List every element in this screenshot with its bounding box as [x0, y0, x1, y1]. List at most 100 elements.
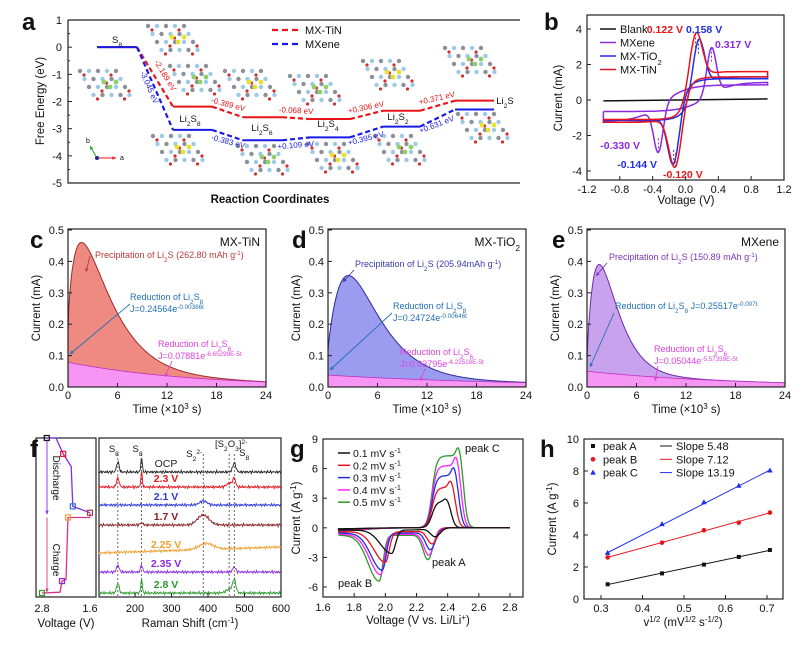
atom — [442, 45, 448, 51]
cv-curve-mx-tin — [602, 31, 769, 169]
y-tick-label: 0.5 — [568, 225, 583, 237]
species-label: S8 — [112, 35, 122, 49]
b-axis-arrow-head — [90, 146, 94, 150]
atom — [332, 141, 338, 147]
panel-label: d — [292, 227, 307, 254]
legend-label: 0.4 mV s-1 — [353, 482, 401, 497]
state-marker — [86, 509, 94, 516]
data-point — [767, 548, 772, 553]
atom — [404, 157, 409, 163]
y-tick-label: -3 — [308, 552, 318, 564]
data-point — [701, 527, 707, 533]
origin-dot — [95, 156, 99, 160]
data-point — [767, 510, 773, 515]
atom — [245, 92, 250, 98]
atom — [163, 23, 169, 29]
energy-step-connector — [281, 116, 311, 121]
li2s8-arrow — [69, 303, 131, 355]
atom — [469, 45, 475, 51]
atom — [176, 79, 182, 85]
y-tick-label: -5 — [52, 178, 62, 190]
li2s8-arrow — [589, 312, 615, 368]
state-marker — [60, 450, 67, 457]
y-tick-label: 2 — [576, 60, 582, 72]
x-tick-label: -0.8 — [610, 184, 629, 196]
atom — [185, 63, 191, 69]
y-tick-label: 0.4 — [309, 256, 324, 268]
y-axis-label: Current (A g-1) — [289, 481, 304, 554]
atom — [217, 84, 221, 88]
panel-title: MX-TiO2 — [474, 235, 520, 253]
atom — [378, 58, 384, 64]
charge-label: Charge — [50, 544, 61, 577]
x-tick-label: 500 — [235, 603, 253, 615]
panel-b: -1.2 -0.8 -0.4 0.0 0.4 0.8 1.2 4 2 0 -2 -4 Voltage (… — [553, 14, 792, 207]
atom — [164, 141, 169, 147]
atom — [177, 47, 182, 53]
atom — [404, 141, 409, 147]
atom — [328, 81, 333, 87]
atom — [172, 23, 178, 29]
x-tick-label: 12 — [421, 390, 433, 402]
y-tick-label: 2 — [573, 562, 579, 574]
x-tick-label: 18 — [210, 390, 222, 402]
atom — [186, 133, 192, 139]
precipitation-arrow-head — [343, 278, 347, 282]
atom — [176, 63, 182, 69]
atom — [231, 84, 237, 90]
sulfur-atom — [390, 74, 396, 80]
atom — [263, 92, 268, 98]
spectrum-label: 2.35 V — [151, 558, 181, 570]
atom — [396, 58, 402, 64]
atom — [319, 165, 324, 171]
atom — [168, 133, 174, 139]
x-tick-label: 2.4 — [440, 602, 455, 614]
atom — [240, 68, 246, 74]
atom — [258, 84, 264, 90]
atom — [346, 149, 351, 155]
atom — [346, 165, 351, 171]
peak-b-label: peak B — [338, 578, 372, 590]
sulfur-atom — [271, 154, 277, 160]
atom — [473, 140, 478, 144]
x-tick-label: 1.6 — [315, 602, 330, 614]
x-tick-label: 2.8 — [34, 603, 49, 615]
sulfur-atom — [466, 56, 472, 62]
atom — [392, 82, 397, 88]
x-tick-label: 24 — [779, 390, 791, 402]
atom — [460, 45, 466, 51]
atom — [451, 45, 457, 51]
state-marker — [43, 434, 50, 442]
y-axis-label: Free Energy (eV) — [35, 57, 47, 145]
x-tick-label: 0.4 — [635, 603, 650, 615]
atom — [227, 76, 232, 82]
peak-a-label: peak A — [432, 557, 466, 569]
atom — [492, 69, 497, 75]
atom — [487, 119, 492, 125]
atom — [244, 159, 250, 165]
sulfur-atom — [478, 56, 484, 62]
atom — [77, 68, 83, 74]
atom — [173, 154, 177, 158]
atom — [505, 135, 510, 141]
sulfur-atom — [479, 122, 485, 128]
atom — [191, 157, 196, 163]
x-tick-label: 1.6 — [82, 603, 97, 615]
atom — [163, 39, 169, 45]
atom — [408, 149, 414, 155]
atom — [474, 69, 479, 75]
molecular-structure-icon — [305, 141, 360, 174]
y-tick-label: 0.5 — [49, 225, 64, 237]
x-tick-label: 0.0 — [678, 184, 693, 196]
atom — [181, 23, 187, 29]
atom — [381, 149, 387, 155]
y-axis-label: Current (mA) — [550, 275, 562, 342]
atom — [478, 61, 484, 67]
y-tick-label: -2 — [52, 97, 62, 109]
x-axis-label: Reaction Coordinates — [211, 194, 330, 206]
energy-step-connector — [281, 136, 311, 142]
y-tick-label: 10 — [567, 434, 579, 446]
spectrum-label: 2.3 V — [154, 473, 179, 485]
molecular-structure-icon — [167, 63, 222, 96]
